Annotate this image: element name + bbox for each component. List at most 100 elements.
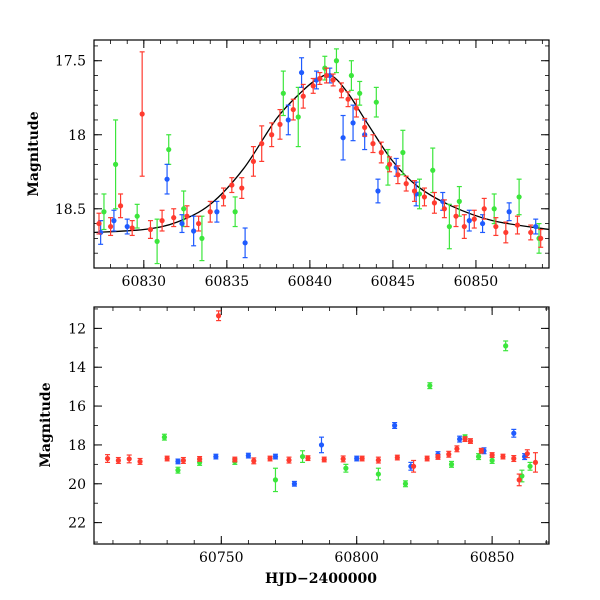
data-point bbox=[139, 51, 145, 177]
data-point bbox=[272, 453, 279, 460]
top-panel: 60830 60835 60840 60845 60850 17.5 18 18.5 Magn… bbox=[26, 39, 550, 290]
data-point bbox=[511, 455, 517, 463]
x-tick-label: 60840 bbox=[288, 274, 333, 290]
data-point bbox=[411, 180, 418, 202]
point-marker bbox=[340, 135, 346, 141]
y-tick-label: 20 bbox=[68, 477, 86, 493]
point-marker bbox=[318, 442, 325, 448]
point-marker bbox=[456, 198, 462, 204]
data-point bbox=[191, 215, 197, 247]
data-point bbox=[213, 453, 219, 460]
top-data-points bbox=[96, 48, 544, 265]
point-marker bbox=[333, 58, 340, 64]
point-marker bbox=[104, 455, 111, 462]
point-marker bbox=[295, 114, 301, 120]
point-marker bbox=[161, 434, 168, 440]
point-marker bbox=[175, 467, 181, 473]
point-marker bbox=[454, 446, 460, 452]
y-tick-label: 18 bbox=[68, 128, 86, 144]
point-marker bbox=[503, 229, 509, 236]
bottom-panel: 60750 60800 60850 12 14 16 18 20 22 Magnitude HJ… bbox=[38, 306, 550, 587]
point-marker bbox=[345, 96, 351, 102]
data-point bbox=[395, 165, 401, 185]
data-point bbox=[357, 80, 363, 106]
top-model-curve-group bbox=[94, 73, 549, 234]
data-point bbox=[115, 456, 121, 464]
point-marker bbox=[166, 146, 172, 153]
data-point bbox=[514, 215, 521, 235]
data-point bbox=[489, 456, 495, 464]
data-point bbox=[277, 108, 283, 140]
data-point bbox=[154, 218, 160, 265]
data-point bbox=[295, 86, 301, 148]
bottom-ylabel: Magnitude bbox=[38, 382, 54, 467]
data-point bbox=[524, 449, 530, 459]
data-point bbox=[269, 122, 275, 148]
data-point bbox=[350, 104, 356, 142]
data-point bbox=[104, 454, 111, 464]
data-point bbox=[220, 187, 227, 207]
point-marker bbox=[350, 120, 356, 126]
data-point bbox=[171, 208, 177, 228]
point-marker bbox=[395, 172, 401, 178]
point-marker bbox=[373, 99, 379, 105]
y-tick-label: 17.5 bbox=[55, 54, 86, 70]
point-marker bbox=[481, 206, 487, 212]
point-marker bbox=[229, 182, 235, 188]
data-point bbox=[291, 480, 298, 487]
point-marker bbox=[514, 222, 521, 228]
point-marker bbox=[259, 141, 265, 147]
data-point bbox=[392, 421, 398, 430]
x-tick-label: 60830 bbox=[122, 274, 167, 290]
point-marker bbox=[184, 213, 190, 219]
data-point bbox=[503, 340, 509, 352]
point-marker bbox=[479, 220, 486, 227]
data-point bbox=[386, 156, 393, 173]
data-point bbox=[175, 458, 181, 465]
data-point bbox=[317, 71, 323, 86]
point-marker bbox=[362, 124, 368, 130]
data-point bbox=[214, 200, 220, 223]
top-tick-labels: 60830 60835 60840 60845 60850 17.5 18 18.5 bbox=[55, 54, 498, 290]
y-tick-label: 22 bbox=[68, 516, 86, 532]
data-point bbox=[137, 457, 143, 465]
point-marker bbox=[386, 161, 393, 167]
point-marker bbox=[269, 132, 275, 138]
point-marker bbox=[245, 453, 251, 459]
point-marker bbox=[232, 209, 238, 215]
point-marker bbox=[478, 448, 484, 454]
point-marker bbox=[421, 194, 428, 200]
data-point bbox=[421, 187, 428, 207]
data-point bbox=[453, 205, 459, 228]
data-point bbox=[375, 456, 381, 464]
point-marker bbox=[179, 220, 185, 227]
data-point bbox=[533, 218, 539, 235]
data-point bbox=[164, 455, 170, 462]
data-point bbox=[117, 193, 124, 219]
point-marker bbox=[527, 463, 533, 469]
model-curve bbox=[94, 73, 549, 234]
point-marker bbox=[353, 105, 359, 111]
data-point bbox=[159, 209, 165, 232]
point-marker bbox=[532, 459, 539, 466]
data-point bbox=[310, 77, 316, 94]
point-marker bbox=[139, 111, 145, 117]
point-marker bbox=[310, 83, 316, 89]
data-point bbox=[175, 466, 181, 474]
point-marker bbox=[272, 453, 279, 460]
data-point bbox=[427, 382, 433, 390]
y-tick-label: 14 bbox=[68, 360, 86, 376]
point-marker bbox=[214, 209, 220, 215]
x-tick-label: 60850 bbox=[470, 550, 515, 566]
data-point bbox=[378, 141, 384, 164]
point-marker bbox=[330, 77, 336, 83]
data-point bbox=[318, 436, 325, 454]
point-marker bbox=[500, 453, 506, 460]
point-marker bbox=[286, 457, 292, 463]
point-marker bbox=[277, 121, 283, 127]
point-marker bbox=[375, 188, 381, 194]
point-marker bbox=[524, 451, 530, 457]
point-marker bbox=[457, 436, 463, 442]
data-point bbox=[101, 193, 107, 231]
point-marker bbox=[285, 117, 291, 123]
